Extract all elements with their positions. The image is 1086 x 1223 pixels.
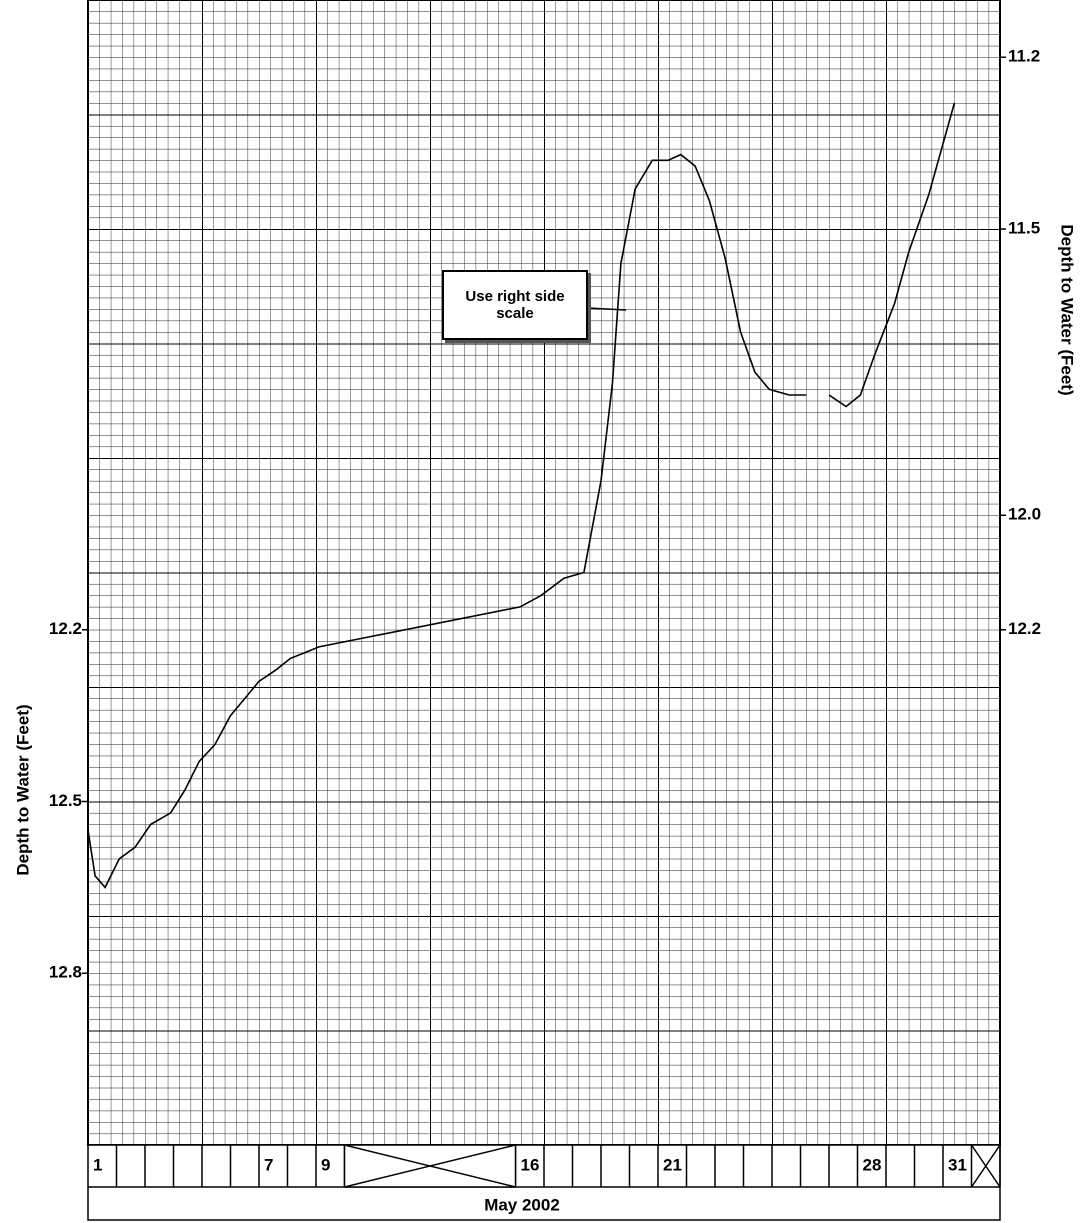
y-tick-label: 12.8 [49, 963, 82, 982]
x-tick-label: 21 [663, 1155, 682, 1174]
x-tick-label: 1 [93, 1155, 102, 1174]
x-tick-label: 31 [948, 1155, 967, 1174]
end-cross [970, 1144, 1001, 1188]
y2-tick-label: 11.2 [1008, 47, 1040, 66]
y2-tick-label: 12.2 [1008, 619, 1041, 638]
x-tick-label: 9 [321, 1155, 330, 1174]
y-axis-label: Depth to Water (Feet) [13, 704, 32, 875]
callout: Use right side scale [442, 270, 588, 340]
callout-line [587, 307, 627, 311]
y-tick-label: 12.2 [49, 619, 82, 638]
x-title: May 2002 [484, 1195, 560, 1214]
hydrograph-line [87, 102, 956, 889]
x-tick-label: 16 [521, 1155, 540, 1174]
y2-axis-label: Depth to Water (Feet) [1058, 224, 1077, 395]
y-tick-label: 12.5 [49, 791, 82, 810]
x-tick-label: 28 [863, 1155, 882, 1174]
major-grid [88, 0, 1000, 1145]
blank-cross [344, 1144, 516, 1188]
y2-tick-label: 12.0 [1008, 505, 1041, 524]
y2-tick-label: 11.5 [1008, 218, 1040, 237]
x-tick-label: 7 [264, 1155, 273, 1174]
